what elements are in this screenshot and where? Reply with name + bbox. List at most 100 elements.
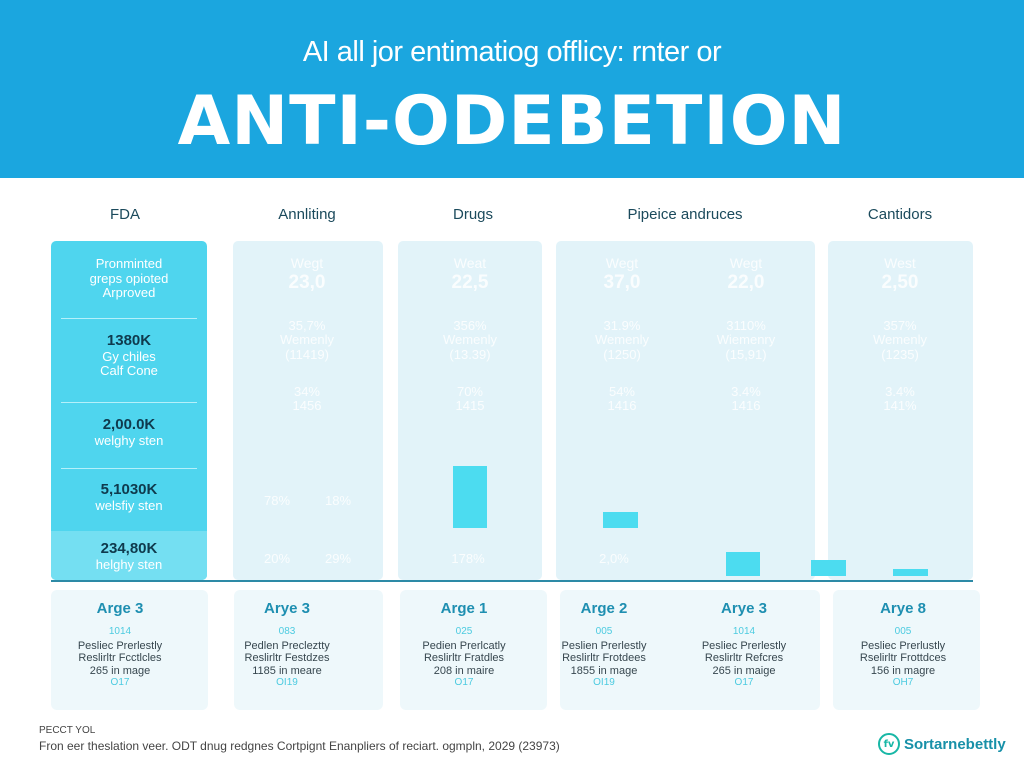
bar-drugs xyxy=(453,466,487,528)
card-code: 005 xyxy=(894,625,912,637)
card-item: Arge 2 005 Peslien Prerlestly Reslirltr … xyxy=(561,600,647,688)
row4-value: 18% xyxy=(324,493,352,508)
annliting-panel xyxy=(233,241,383,580)
subcol-value: 23,0 xyxy=(288,271,326,293)
subcol-paren: (11419) xyxy=(285,347,329,363)
card-item: Arye 3 083 Pedlen Precleztty Reslirltr F… xyxy=(244,600,330,688)
card-code: 025 xyxy=(455,625,473,637)
card xyxy=(400,590,547,710)
fda-bottom-band xyxy=(51,531,207,580)
subcol-value: 22,0 xyxy=(727,271,765,293)
baseline xyxy=(51,580,973,582)
row4-value: 78% xyxy=(263,493,291,508)
card-item: Arge 1 025 Pedien Prerlcatly Reslirltr F… xyxy=(422,600,505,688)
card-code: OI19 xyxy=(593,676,615,688)
subcol-pipeline-1: Wegt 37,0 31.9% Wemenly (1250) 54% 1416 xyxy=(595,255,649,414)
subcol-drugs: Weat 22,5 356% Wemenly (13.39) 70% 1415 xyxy=(443,255,497,414)
subcol-p2: 70% xyxy=(456,383,484,399)
bar-cantidors xyxy=(893,569,928,576)
fda-value: 2,00.0K xyxy=(102,416,156,433)
card-line: 156 in magre xyxy=(870,664,936,677)
subcol-pipeline-2: Wegt 22,0 3110% Wiemenry (15,91) 3.4% 14… xyxy=(717,255,776,414)
subcol-paren: (1250) xyxy=(603,347,641,363)
fda-row-3: 2,00.0K welghy sten xyxy=(94,416,164,448)
card-line: 265 in maige xyxy=(712,664,776,677)
subcol-head: Wegt xyxy=(605,255,639,271)
card-line: Rselirltr Frottdces xyxy=(859,652,947,665)
subcol-p2: 3.4% xyxy=(885,383,915,399)
bar-pipeline-1 xyxy=(603,512,638,528)
row5-value: 178% xyxy=(451,551,485,566)
fda-value: 5,1030K xyxy=(100,481,158,498)
bar-pipeline-3 xyxy=(811,560,846,576)
fda-row-2: 1380K Gy chiles Calf Cone xyxy=(100,332,158,379)
subcol-label: Wemenly xyxy=(443,332,497,348)
card xyxy=(234,590,383,710)
fda-text: Pronminted xyxy=(95,256,163,271)
card-line: Reslirltr Festdzes xyxy=(244,652,330,665)
card-line: 265 in mage xyxy=(89,664,151,677)
subcol-label: Wemenly xyxy=(280,332,334,348)
pipeline-panel xyxy=(556,241,815,580)
subcol-cantidors: West 2,50 357% Wemenly (1235) 3.4% 141% xyxy=(873,255,927,414)
header-banner: AI all jor entimatiog offlicy: rnter or … xyxy=(0,0,1024,178)
subcol-value: 37,0 xyxy=(603,271,641,293)
header-subtitle: AI all jor entimatiog offlicy: rnter or xyxy=(302,36,722,68)
subcol-n2: 1416 xyxy=(607,398,637,414)
brand-logo: fv Sortarnebettly xyxy=(878,733,1006,755)
column-header-annliting: Annliting xyxy=(278,206,336,223)
footer-label: PECCT YOL xyxy=(39,725,96,736)
card-title: Arge 2 xyxy=(580,600,628,617)
card-code: 1014 xyxy=(732,625,756,637)
card-line: Peslien Prerlestly xyxy=(561,639,647,652)
subcol-label: Wemenly xyxy=(873,332,927,348)
divider xyxy=(61,318,197,319)
subcol-p2: 34% xyxy=(293,383,321,399)
card-title: Arye 3 xyxy=(721,600,767,617)
subcol-n2: 1456 xyxy=(292,398,322,414)
subcol-head: Weat xyxy=(453,255,487,271)
subcol-value: 22,5 xyxy=(451,271,489,293)
subcol-annliting: Wegt 23,0 35,7% Wemenly (11419) 34% 1456 xyxy=(280,255,334,414)
bar-pipeline-2 xyxy=(726,552,760,576)
card-line: 1185 in meare xyxy=(252,664,322,677)
row5-value: 2,0% xyxy=(599,551,629,566)
subcol-label: Wemenly xyxy=(595,332,649,348)
card-line: Pesliec Prerlestly xyxy=(701,639,787,652)
card xyxy=(51,590,208,710)
subcol-paren: (15,91) xyxy=(725,347,767,363)
card-code: 005 xyxy=(595,625,613,637)
fda-text: welghy sten xyxy=(94,432,164,448)
fda-row-4: 5,1030K welsfiy sten xyxy=(95,481,162,513)
subcol-p2: 3.4% xyxy=(731,383,761,399)
card-line: Pesliec Prerlustly xyxy=(860,639,946,652)
fda-text: Gy chiles xyxy=(102,348,156,364)
header-title: ANTI-ODEBETION xyxy=(177,82,847,161)
column-header-drugs: Drugs xyxy=(452,206,494,223)
subcol-p2: 54% xyxy=(608,383,636,399)
card-code: OH7 xyxy=(892,676,914,688)
card-line: Reslirltr Refcres xyxy=(704,652,784,665)
row5-value: 20% xyxy=(263,551,291,566)
card-line: Reslirltr Fratdles xyxy=(423,652,505,665)
card-line: Pesliec Prerlestly xyxy=(77,639,163,652)
card-item: Arye 3 1014 Pesliec Prerlestly Reslirltr… xyxy=(701,600,787,688)
column-header-cantidors: Cantidors xyxy=(867,206,933,223)
subcol-head: Wegt xyxy=(729,255,763,271)
fda-row-1: Pronminted greps opioted Arproved xyxy=(89,256,169,301)
subcol-n2: 1415 xyxy=(455,398,485,414)
card-line: 1855 in mage xyxy=(570,664,638,677)
subcol-paren: (1235) xyxy=(881,347,919,363)
subcol-head: Wegt xyxy=(290,255,324,271)
logo-icon: fv xyxy=(878,733,900,755)
card xyxy=(833,590,980,710)
subcol-n2: 141% xyxy=(883,398,917,414)
subcol-pct: 357% xyxy=(883,317,917,333)
fda-value: 1380K xyxy=(106,332,152,349)
column-header-pipeline: Pipeice andruces xyxy=(627,206,743,223)
row5-value: 29% xyxy=(324,551,352,566)
card-title: Arge 3 xyxy=(96,600,144,617)
fda-text: greps opioted xyxy=(89,270,169,286)
card xyxy=(560,590,820,710)
subcol-pct: 35,7% xyxy=(288,317,326,333)
